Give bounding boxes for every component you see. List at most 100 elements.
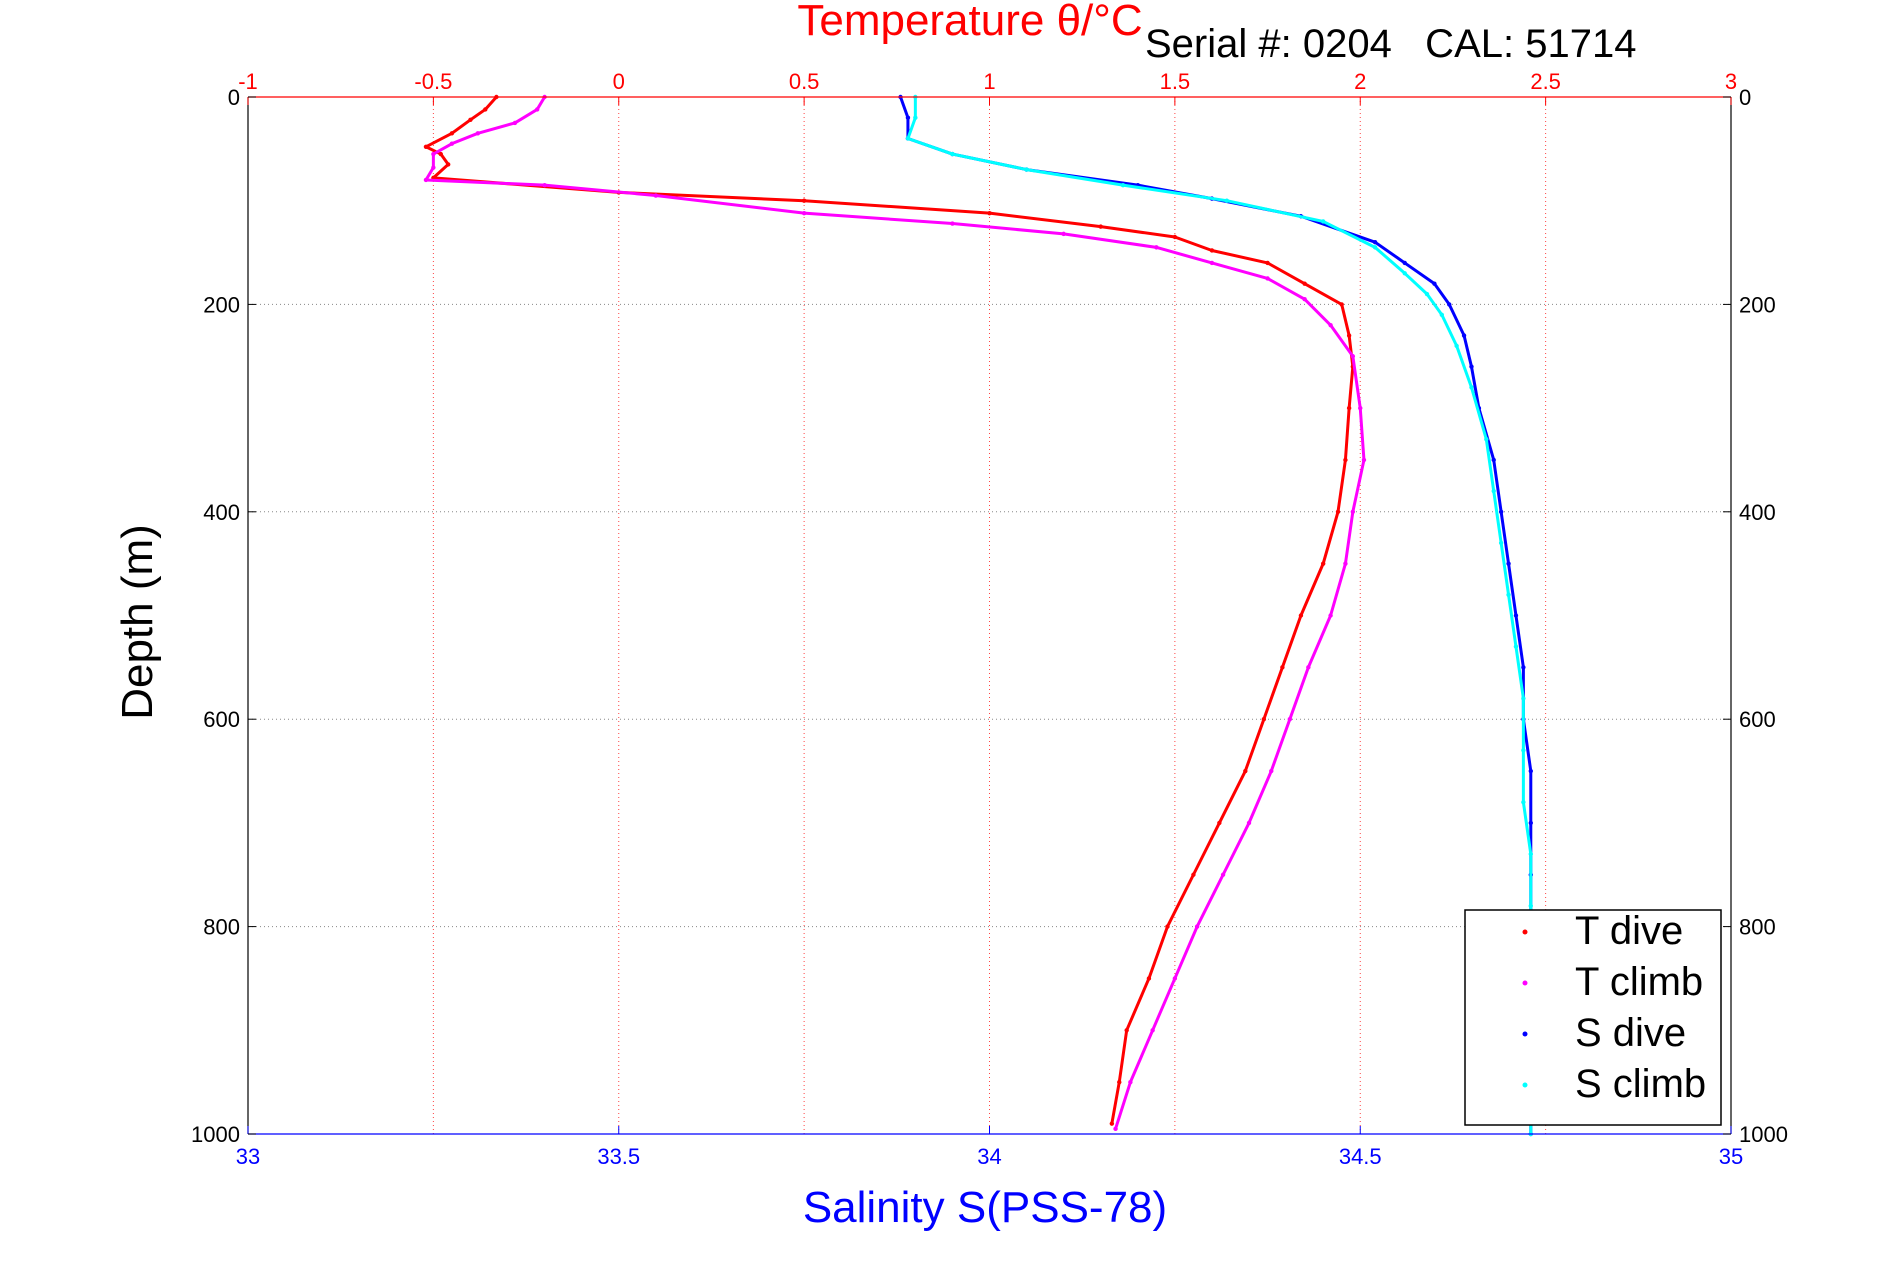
data-point [1224,198,1229,203]
data-point [905,136,911,141]
series-t-climb [423,94,1367,1132]
data-point [1498,540,1504,546]
x2-tick-label: -0.5 [414,69,452,94]
data-point [905,115,911,120]
data-point [1109,1121,1115,1126]
x2-tick-label: 3 [1725,69,1737,94]
data-point [1120,182,1126,188]
x-tick-label: 34.5 [1339,1144,1382,1169]
data-point [1358,405,1363,411]
legend-box [1464,909,1722,1126]
x2-tick-label: 2.5 [1530,69,1561,94]
data-point [1447,302,1452,307]
data-point [1339,302,1344,307]
data-point [542,182,547,188]
legend-marker [1522,1031,1528,1037]
data-point [1328,613,1333,618]
data-point [423,144,429,149]
data-point [1439,312,1445,317]
data-point [1165,924,1170,929]
data-point [1154,245,1159,250]
data-point [1217,820,1222,826]
data-point [1246,820,1252,826]
data-point [1361,457,1367,463]
series-t-dive [423,94,1356,1126]
data-point [1298,613,1304,618]
data-point [475,131,481,136]
data-point [1124,1028,1129,1033]
data-point [1350,509,1356,514]
x-tick-label: 33 [236,1144,260,1169]
series-line [906,97,1533,1134]
data-point [1269,768,1274,774]
data-point [1372,239,1378,245]
y-tick-label: 200 [203,292,240,317]
data-point [449,141,455,146]
data-point [1343,561,1348,566]
legend-label: T dive [1575,909,1683,953]
data-point [1172,976,1178,981]
data-point [1061,231,1066,237]
legend-marker [1522,1082,1528,1088]
series-s-climb [905,94,1533,1137]
data-point [1491,457,1496,463]
legend-label: S dive [1575,1011,1686,1055]
data-point [1528,768,1533,774]
data-point [1265,276,1270,281]
x2-tick-label: 0.5 [789,69,820,94]
data-point [1350,354,1356,359]
y-tick-label: 600 [203,707,240,732]
data-point [1146,976,1152,981]
data-point [1521,696,1526,701]
y2-tick-label: 400 [1739,500,1776,525]
data-point [534,107,540,112]
data-point [483,107,488,112]
data-point [1328,322,1333,328]
data-point [1372,245,1378,250]
data-point [1528,820,1533,826]
x2-tick-label: -1 [238,69,258,94]
data-point [1469,364,1474,369]
data-point [449,131,455,136]
data-point [1513,644,1519,649]
x2-tick-label: 1 [983,69,995,94]
data-point [468,117,473,123]
data-point [1513,613,1519,618]
y2-tick-label: 800 [1739,915,1776,940]
data-point [1469,385,1474,390]
legend-marker [1522,929,1528,935]
data-point [1521,799,1526,805]
data-point [1287,717,1293,722]
data-point [1491,488,1496,494]
data-point [1498,509,1504,514]
legend-label: S climb [1575,1062,1706,1106]
data-point [1191,872,1196,877]
x2-tick-label: 2 [1354,69,1366,94]
data-point [1528,903,1533,909]
serial-cal-annotation: Serial #: 0204 CAL: 51714 [1145,22,1636,66]
y-tick-label: 800 [203,915,240,940]
data-point [1209,248,1215,253]
data-point [1454,343,1459,349]
data-point [1194,924,1200,929]
data-point [1117,1079,1122,1085]
x-tick-label: 34 [977,1144,1001,1169]
legend-label: T climb [1575,960,1703,1004]
data-point [950,151,955,157]
data-point [1521,748,1526,753]
legend-marker [1522,980,1528,986]
data-point [1150,1028,1155,1033]
data-point [1335,509,1341,514]
data-point [1484,437,1489,442]
legend: T dive T climb S dive S climb [1464,909,1722,1126]
data-point [1521,665,1526,670]
data-point [1506,561,1511,566]
data-point [1098,224,1103,229]
x-axis-title: Salinity S(PSS-78) [803,1183,1167,1232]
data-point [1346,333,1352,338]
data-point [653,193,659,198]
y-tick-label: 0 [228,85,240,110]
data-point [446,162,451,167]
y-axis-title: Depth (m) [113,524,162,720]
data-point [1209,260,1215,266]
